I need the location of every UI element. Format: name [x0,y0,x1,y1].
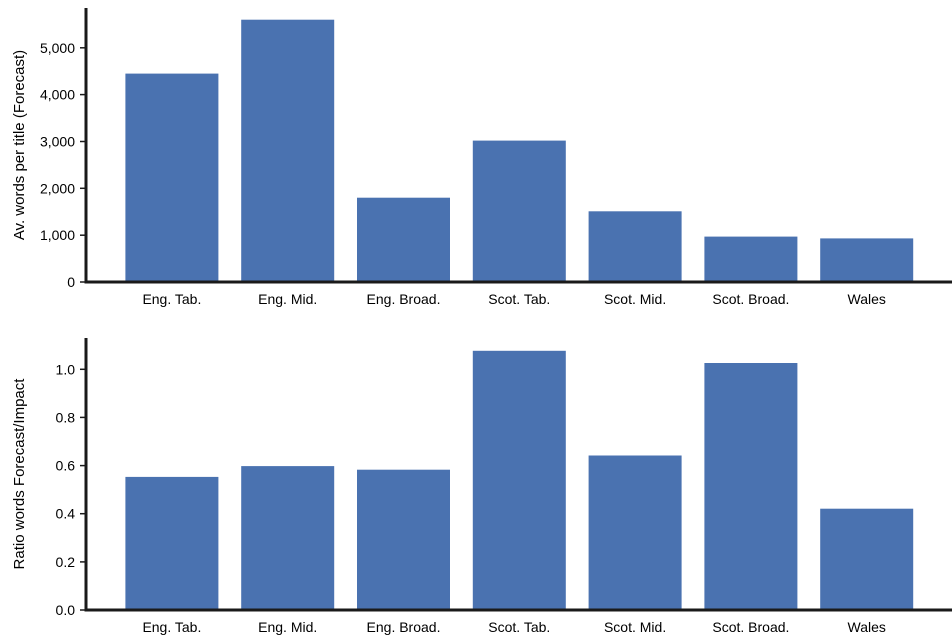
y-tick-label: 0.4 [56,506,76,522]
bar-1 [241,19,335,282]
x-tick-label: Scot. Broad. [712,291,789,307]
bar-6 [820,508,914,610]
x-tick-label: Eng. Broad. [367,619,441,635]
x-tick-label: Scot. Mid. [604,291,666,307]
x-tick-label: Scot. Mid. [604,619,666,635]
x-tick-label: Wales [848,291,886,307]
bar-0 [125,73,219,282]
bar-4 [588,455,682,610]
bar-0 [125,476,219,610]
bar-3 [472,140,566,282]
x-tick-label: Scot. Tab. [488,291,550,307]
y-tick-label: 0.0 [56,602,76,618]
y-tick-label: 5,000 [40,40,75,56]
x-tick-label: Eng. Broad. [367,291,441,307]
x-tick-label: Eng. Mid. [258,619,317,635]
y-axis-title: Ratio words Forecast/Impact [11,378,28,570]
y-tick-label: 0.8 [56,409,76,425]
x-tick-label: Eng. Tab. [142,619,201,635]
y-tick-label: 3,000 [40,134,75,150]
y-tick-label: 0.6 [56,458,76,474]
top-chart-panel: Eng. Tab. Eng. Mid. Eng. Broad. Scot. Tab. S… [11,8,952,307]
y-tick-label: 0.2 [56,554,76,570]
y-tick-label: 1.0 [56,361,76,377]
x-tick-label: Scot. Tab. [488,619,550,635]
bar-5 [704,236,798,282]
x-tick-label: Wales [848,619,886,635]
bar-5 [704,363,798,610]
bar-6 [820,238,914,282]
bottom-chart-panel: Eng. Tab. Eng. Mid. Eng. Broad. Scot. Tab. S… [11,338,952,635]
x-tick-label: Eng. Mid. [258,291,317,307]
bar-2 [357,469,450,610]
bar-4 [588,211,682,282]
bar-2 [357,197,450,282]
bar-3 [472,350,566,610]
y-axis-title: Av. words per title (Forecast) [11,50,28,240]
y-tick-label: 4,000 [40,87,75,103]
y-tick-label: 2,000 [40,180,75,196]
x-tick-label: Eng. Tab. [142,291,201,307]
bar-1 [241,466,335,610]
y-tick-label: 1,000 [40,227,75,243]
x-tick-label: Scot. Broad. [712,619,789,635]
y-tick-label: 0 [67,274,75,290]
